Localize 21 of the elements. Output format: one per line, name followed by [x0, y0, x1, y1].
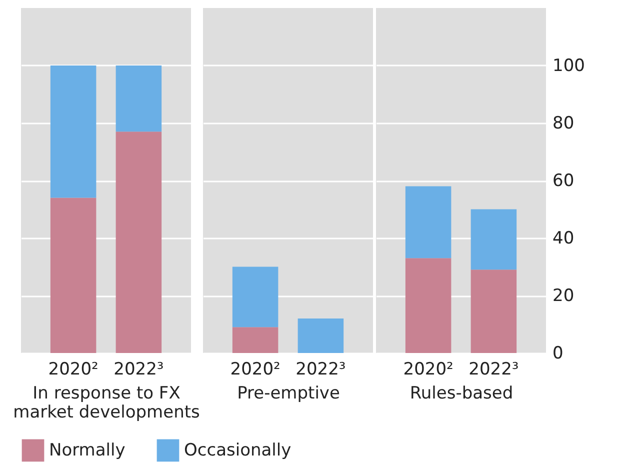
legend-label: Occasionally — [184, 440, 292, 460]
y-tick-label: 20 — [552, 286, 574, 306]
x-axis-title: Pre-emptive — [237, 384, 340, 404]
x-axis-title: In response to FX market developments — [13, 384, 200, 422]
x-tick-label: 2020² — [230, 360, 280, 380]
bar — [470, 270, 517, 353]
y-tick-label: 0 — [552, 344, 564, 364]
bar — [470, 209, 517, 270]
y-tick-label: 100 — [552, 56, 585, 76]
y-tick-label: 40 — [552, 228, 574, 248]
y-tick-label: 60 — [552, 171, 574, 191]
bar — [405, 258, 452, 353]
x-tick-label: 2020² — [48, 360, 98, 380]
x-tick-label: 2022³ — [114, 360, 164, 380]
legend-label: Normally — [49, 440, 126, 460]
x-axis-title: Rules-based — [410, 384, 514, 404]
x-tick-label: 2022³ — [296, 360, 346, 380]
y-tick-label: 80 — [552, 114, 574, 134]
x-tick-label: 2022³ — [468, 360, 519, 380]
x-tick-label: 2020² — [403, 360, 454, 380]
bar — [405, 186, 452, 258]
